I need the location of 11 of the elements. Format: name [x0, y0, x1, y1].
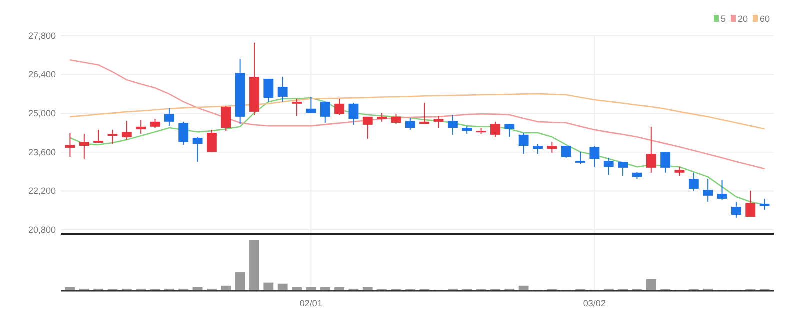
legend-label: 60	[760, 14, 770, 24]
y-tick-label: 26,400	[28, 70, 56, 80]
x-tick-label: 03/02	[583, 298, 606, 309]
x-tick-label: 02/01	[300, 298, 322, 309]
y-tick-label: 25,000	[28, 108, 56, 118]
legend-label: 5	[720, 14, 726, 24]
legend-label: 20	[738, 14, 748, 24]
y-tick-label: 27,800	[28, 30, 56, 41]
y-tick-label: 20,800	[28, 224, 56, 235]
y-tick-label: 22,200	[28, 186, 56, 196]
y-tick-label: 23,600	[28, 147, 56, 158]
